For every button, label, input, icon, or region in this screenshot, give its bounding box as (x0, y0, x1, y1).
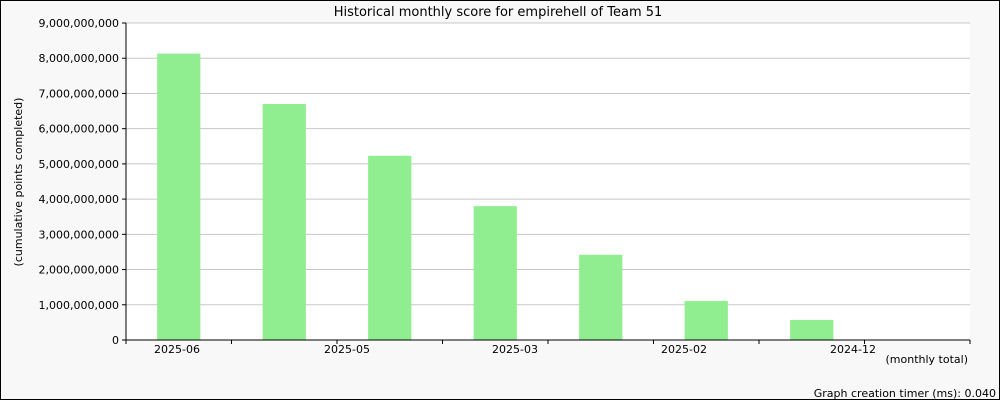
x-tick-label: 2025-05 (324, 343, 370, 356)
bar-2025-03 (473, 206, 517, 340)
bars (157, 53, 834, 340)
y-tick-label: 9,000,000,000 (39, 17, 119, 30)
y-tick-label: 4,000,000,000 (39, 193, 119, 206)
y-tick-label: 6,000,000,000 (39, 123, 119, 136)
y-tick-label: 8,000,000,000 (39, 52, 119, 65)
y-tick-label: 0 (112, 334, 119, 347)
y-tick-label: 7,000,000,000 (39, 87, 119, 100)
x-tick-label: 2025-02 (661, 343, 707, 356)
y-tick-label: 2,000,000,000 (39, 264, 119, 277)
bar-2025-02 (579, 254, 623, 340)
axes (122, 22, 971, 344)
y-tick-labels: 0 1,000,000,000 2,000,000,000 3,000,000,000… (39, 17, 119, 347)
y-tick-label: 3,000,000,000 (39, 228, 119, 241)
y-axis-label: (cumulative points completed) (12, 98, 25, 267)
x-axis-label: (monthly total) (886, 353, 969, 366)
bar-2025-05 (262, 104, 306, 340)
graph-timer: Graph creation timer (ms): 0.040 (814, 387, 996, 400)
bar-2025-06 (157, 53, 201, 340)
y-tick-label: 5,000,000,000 (39, 158, 119, 171)
bar-2025-04 (368, 155, 412, 340)
plot-area (126, 23, 970, 340)
y-tick-label: 1,000,000,000 (39, 299, 119, 312)
x-tick-label: 2024-12 (830, 343, 876, 356)
x-tick-label: 2025-03 (492, 343, 538, 356)
bar-2025-01 (684, 300, 728, 340)
bar-2024-12 (790, 319, 834, 340)
chart-title: Historical monthly score for empirehell … (334, 5, 663, 20)
x-tick-label: 2025-06 (154, 343, 200, 356)
x-tick-labels: 2025-06 2025-05 2025-03 2025-02 2024-12 (154, 343, 876, 356)
